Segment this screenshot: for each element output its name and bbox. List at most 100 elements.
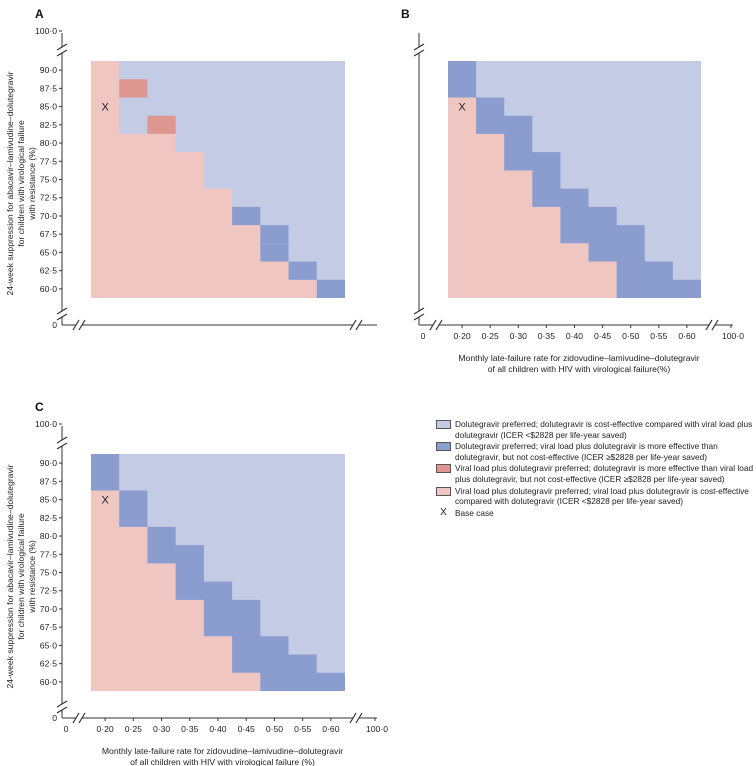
- y-axis-break: [56, 442, 68, 450]
- x-tick-label: 0·20: [97, 724, 114, 734]
- legend-item-vl-more-effective: Viral load plus dolutegravir preferred; …: [436, 463, 754, 484]
- y-tick-label: 60·0: [40, 677, 57, 687]
- x-tick-label: 0·50: [622, 331, 639, 341]
- y-axis-label: 24-week suppression for abacavir–lamivud…: [5, 71, 37, 295]
- y-axis-break: [56, 700, 68, 708]
- region-dtg-more-effective-cell: [260, 243, 289, 262]
- base-case-marker: X: [101, 102, 109, 114]
- region-vl: [448, 97, 617, 299]
- y-tick-label: 62·5: [40, 659, 57, 669]
- panel-letter: C: [35, 400, 44, 414]
- legend-label-dtg-more-effective: Dolutegravir preferred; viral load plus …: [455, 441, 718, 462]
- y-axis-label-line: 24-week suppression for abacavir–lamivud…: [5, 71, 15, 295]
- y-tick-label: 90·0: [40, 65, 57, 75]
- x-axis-break: [705, 319, 713, 331]
- panel-letter: B: [401, 7, 410, 21]
- region-vl-more-effective-cell: [119, 79, 148, 98]
- x-axis-label: Monthly late-failure rate for zidovudine…: [458, 353, 699, 374]
- x-tick-label: 0·25: [125, 724, 142, 734]
- x-tick-label: 0·60: [678, 331, 695, 341]
- region-dtg-more-effective: [448, 61, 701, 298]
- x-tick-label: 0·25: [482, 331, 499, 341]
- x-tick-label: 100·0: [722, 331, 744, 341]
- y-axis-break: [413, 313, 425, 321]
- y-axis-label-line: 24-week suppression for abacavir–lamivud…: [5, 464, 15, 688]
- region-vl-more-effective-cell: [147, 115, 176, 134]
- legend-swatch-vl: [436, 486, 451, 496]
- x-tick-label: 0·40: [566, 331, 583, 341]
- y-tick-label: 87·5: [40, 83, 57, 93]
- y-tick-label: 80·0: [40, 138, 57, 148]
- y-tick-label: 70·0: [40, 211, 57, 221]
- x-axis-break: [355, 319, 363, 331]
- legend-label-dtg: Dolutegravir preferred; dolutegravir is …: [455, 419, 753, 440]
- legend-label-vl: Viral load plus dolutegravir preferred; …: [455, 485, 749, 507]
- panel-letter: A: [35, 7, 44, 21]
- y-tick-label: 87·5: [40, 476, 57, 486]
- base-case-marker: X: [101, 495, 109, 507]
- y-tick-label: 85·0: [40, 102, 57, 112]
- x-tick-label: 0·55: [650, 331, 667, 341]
- y-tick-label: 85·0: [40, 495, 57, 505]
- x-tick-label: 0·45: [238, 724, 255, 734]
- legend-base-case-marker: X: [440, 506, 447, 518]
- x-tick-label: 0·35: [181, 724, 198, 734]
- y-tick-label: 82·5: [40, 120, 57, 130]
- region-vl: [91, 490, 261, 691]
- y-axis-break: [56, 43, 68, 51]
- y-tick-label: 77·5: [40, 549, 57, 559]
- x-axis-break: [429, 319, 437, 331]
- panel-c: C X 90·0 87·5 85·0 82·5 80·0 77·5 75·0 72·5 70·0 67…: [5, 400, 388, 766]
- x-tick-label: 0·35: [538, 331, 555, 341]
- base-case-marker: X: [458, 102, 466, 114]
- x-axis-label-line: Monthly late-failure rate for zidovudine…: [458, 353, 699, 363]
- legend-label-base-case: Base case: [455, 507, 494, 518]
- legend-swatch-dtg: [436, 420, 451, 429]
- x-axis-break: [78, 319, 86, 331]
- x-tick-label: 0·30: [510, 331, 527, 341]
- y-tick-label: 70·0: [40, 604, 57, 614]
- y-tick-label: 80·0: [40, 531, 57, 541]
- legend-item-dtg-more-effective: Dolutegravir preferred; viral load plus …: [436, 441, 754, 462]
- y-axis-break: [56, 49, 68, 57]
- x-axis-break: [78, 712, 86, 724]
- y-tick-label: 72·5: [40, 586, 57, 596]
- x-axis-break: [72, 712, 80, 724]
- region-dtg-more-effective-cell: [316, 279, 345, 298]
- x-tick-label: 0·40: [209, 724, 226, 734]
- y-axis-label: 24-week suppression for abacavir–lamivud…: [5, 464, 37, 688]
- y-tick-label: 67·5: [40, 622, 57, 632]
- x-tick-label: 0·20: [453, 331, 470, 341]
- y-tick-label: 67·5: [40, 229, 57, 239]
- x-tick-label: 0·50: [266, 724, 283, 734]
- y-tick-label: 72·5: [40, 193, 57, 203]
- legend-label-vl-more-effective: Viral load plus dolutegravir preferred; …: [455, 463, 754, 484]
- region-dtg-more-effective-cell: [232, 206, 261, 226]
- x-tick-label: 0: [64, 724, 69, 734]
- y-tick-label: 77·5: [40, 156, 57, 166]
- x-axis-label-line: of all children with HIV with virologica…: [488, 364, 671, 374]
- y-axis-label-line: with resistance (%): [27, 147, 37, 221]
- legend-item-vl: Viral load plus dolutegravir preferred; …: [436, 486, 754, 507]
- legend: Dolutegravir preferred; dolutegravir is …: [436, 419, 754, 519]
- x-axis-break: [355, 712, 363, 724]
- region-dtg-more-effective-cell: [260, 225, 289, 244]
- x-axis-label-line: of all children with HIV with virologica…: [130, 757, 315, 766]
- y-tick-label: 60·0: [40, 284, 57, 294]
- x-tick-label: 0·45: [594, 331, 611, 341]
- y-axis-break: [56, 313, 68, 321]
- y-tick-label: 62·5: [40, 266, 57, 276]
- y-axis-label-line: with resistance (%): [27, 540, 37, 614]
- x-tick-label: 0·30: [153, 724, 170, 734]
- y-tick-label: 75·0: [40, 175, 57, 185]
- x-tick-label: 0: [421, 331, 426, 341]
- y-axis-label-line: for children with virological failure: [16, 120, 26, 247]
- y-tick-label: 100·0: [35, 419, 57, 429]
- legend-item-base-case: X Base case: [436, 506, 754, 519]
- x-tick-label: 100·0: [366, 724, 388, 734]
- x-axis-label-line: Monthly late-failure rate for zidovudine…: [102, 746, 343, 756]
- x-axis-break: [435, 319, 443, 331]
- legend-swatch-vl-more-effective: [436, 464, 451, 474]
- x-axis-label: Monthly late-failure rate for zidovudine…: [102, 746, 343, 766]
